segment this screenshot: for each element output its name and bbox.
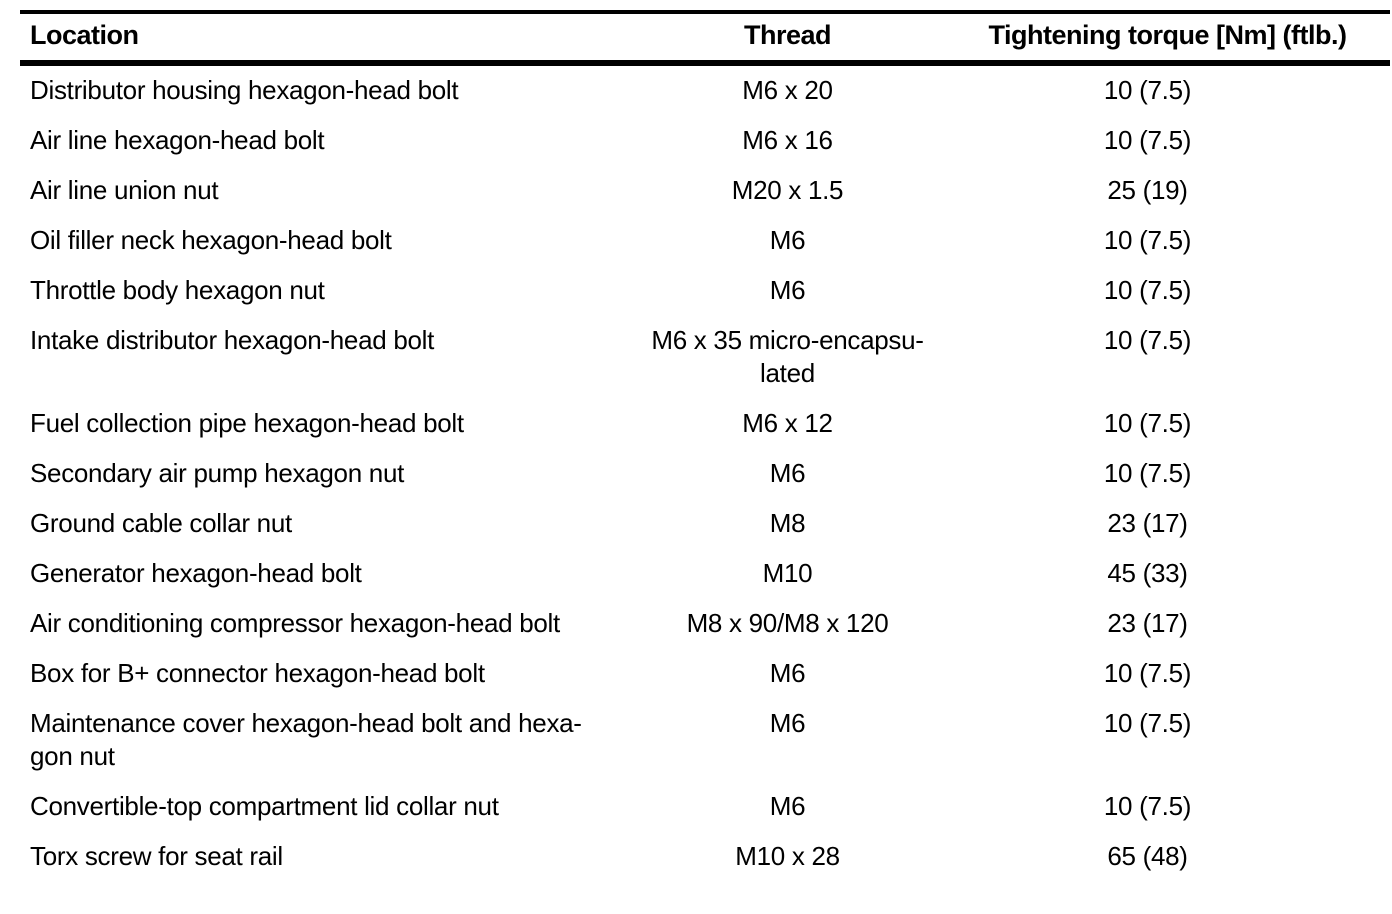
torque-cell: 23 (17) — [1107, 508, 1188, 538]
torque-cell: 25 (19) — [1107, 175, 1188, 205]
thread-cell: M6 — [769, 708, 806, 738]
thread-cell: M10 — [762, 558, 813, 588]
thread-cell: M10 x 28 — [735, 841, 840, 871]
table-row: Generator hexagon-head bolt M10 45 (33) — [20, 549, 1390, 599]
table-row: Box for B+ connector hexagon-head bolt M… — [20, 649, 1390, 699]
location-cell: Box for B+ connector hexagon-head bolt — [30, 658, 485, 688]
thread-cell: M6 — [769, 275, 806, 305]
header-row: Location Thread Tightening torque [Nm] (… — [20, 12, 1390, 66]
table-row: Distributor housing hexagon-head bolt M6… — [20, 63, 1390, 116]
thread-cell: M8 x 90/M8 x 120 — [686, 608, 889, 638]
torque-cell: 65 (48) — [1107, 841, 1188, 871]
thread-cell: M6 x 35 micro-encapsu- lated — [651, 325, 924, 388]
table-row: Throttle body hexagon nut M6 10 (7.5) — [20, 266, 1390, 316]
location-cell: Maintenance cover hexagon-head bolt and … — [30, 708, 582, 771]
thread-cell: M6 — [769, 658, 806, 688]
torque-cell: 10 (7.5) — [1103, 708, 1192, 738]
thread-cell: M6 x 12 — [742, 408, 833, 438]
table-row: Maintenance cover hexagon-head bolt and … — [20, 699, 1390, 782]
torque-cell: 10 (7.5) — [1103, 658, 1192, 688]
table-row: Oil filler neck hexagon-head bolt M6 10 … — [20, 216, 1390, 266]
location-cell: Secondary air pump hexagon nut — [30, 458, 405, 488]
thread-cell: M8 — [769, 508, 806, 538]
torque-cell: 45 (33) — [1107, 558, 1188, 588]
location-cell: Ground cable collar nut — [30, 508, 292, 538]
table-row: Intake distributor hexagon-head bolt M6 … — [20, 316, 1390, 399]
thread-cell: M20 x 1.5 — [731, 175, 844, 205]
location-cell: Fuel collection pipe hexagon-head bolt — [30, 408, 464, 438]
torque-cell: 10 (7.5) — [1103, 125, 1192, 155]
thread-cell: M6 — [769, 458, 806, 488]
location-cell: Throttle body hexagon nut — [30, 275, 325, 305]
location-cell: Air conditioning compressor hexagon-head… — [30, 608, 560, 638]
column-header-torque: Tightening torque [Nm] (ftlb.) — [955, 12, 1390, 66]
location-cell: Generator hexagon-head bolt — [30, 558, 362, 588]
table-row: Air conditioning compressor hexagon-head… — [20, 599, 1390, 649]
table-row: Air line hexagon-head bolt M6 x 16 10 (7… — [20, 116, 1390, 166]
torque-table: Location Thread Tightening torque [Nm] (… — [20, 10, 1390, 882]
torque-cell: 10 (7.5) — [1103, 791, 1192, 821]
torque-cell: 23 (17) — [1107, 608, 1188, 638]
location-cell: Oil filler neck hexagon-head bolt — [30, 225, 392, 255]
torque-cell: 10 (7.5) — [1103, 275, 1192, 305]
column-header-location: Location — [20, 12, 620, 66]
table-row: Ground cable collar nut M8 23 (17) — [20, 499, 1390, 549]
location-cell: Intake distributor hexagon-head bolt — [30, 325, 435, 355]
torque-cell: 10 (7.5) — [1103, 225, 1192, 255]
column-header-thread: Thread — [620, 12, 955, 66]
table-row: Secondary air pump hexagon nut M6 10 (7.… — [20, 449, 1390, 499]
torque-cell: 10 (7.5) — [1103, 325, 1192, 355]
thread-cell: M6 x 20 — [742, 75, 833, 105]
location-cell: Torx screw for seat rail — [30, 841, 283, 871]
thread-cell: M6 — [769, 225, 806, 255]
table-row: Convertible-top compartment lid collar n… — [20, 782, 1390, 832]
torque-cell: 10 (7.5) — [1103, 458, 1192, 488]
thread-cell: M6 — [769, 791, 806, 821]
location-cell: Air line union nut — [30, 175, 219, 205]
location-cell: Air line hexagon-head bolt — [30, 125, 325, 155]
thread-cell: M6 x 16 — [742, 125, 833, 155]
table-row: Fuel collection pipe hexagon-head bolt M… — [20, 399, 1390, 449]
torque-cell: 10 (7.5) — [1103, 75, 1192, 105]
table-row: Torx screw for seat rail M10 x 28 65 (48… — [20, 832, 1390, 882]
torque-cell: 10 (7.5) — [1103, 408, 1192, 438]
location-cell: Distributor housing hexagon-head bolt — [30, 75, 459, 105]
table-row: Air line union nut M20 x 1.5 25 (19) — [20, 166, 1390, 216]
location-cell: Convertible-top compartment lid collar n… — [30, 791, 499, 821]
